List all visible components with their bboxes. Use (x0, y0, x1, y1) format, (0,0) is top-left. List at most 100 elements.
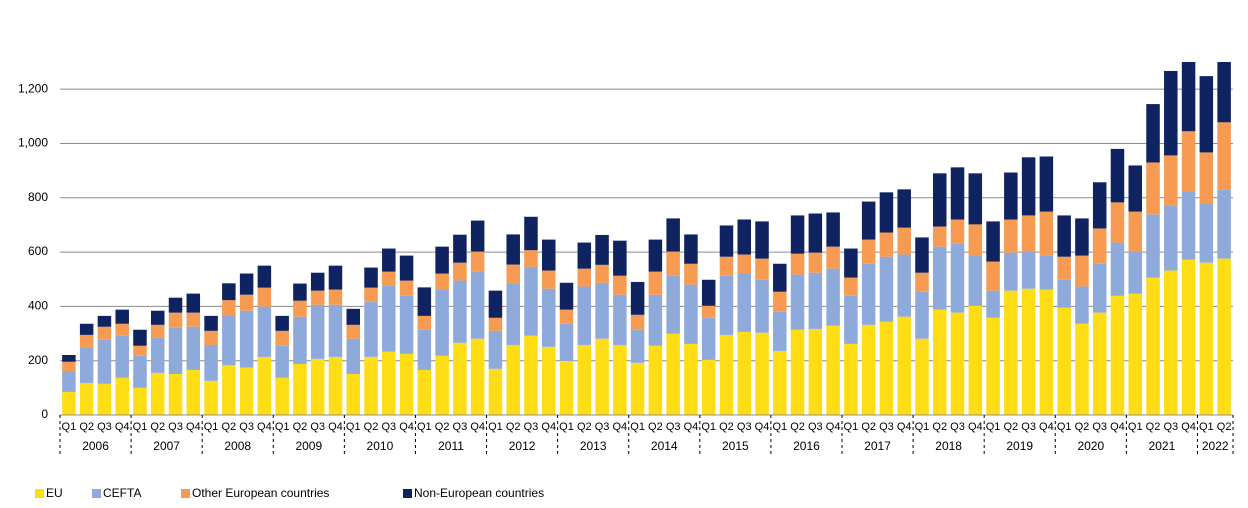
x-tick-label: Q3 (808, 421, 823, 433)
bar-segment (879, 256, 894, 322)
bar-segment (150, 337, 165, 373)
x-tick-label: Q3 (524, 421, 539, 433)
bar-segment (861, 324, 876, 415)
x-tick-label: Q3 (737, 421, 752, 433)
legend-label: EU (46, 486, 63, 500)
bar-segment (1092, 312, 1107, 415)
bar-segment (897, 316, 911, 415)
bar-segment (168, 373, 183, 415)
x-tick-label: Q2 (150, 421, 165, 433)
bar-segment (186, 293, 201, 313)
bar-segment (506, 283, 520, 345)
bar-segment (826, 325, 840, 415)
bar-segment (257, 265, 272, 288)
bar-segment (1181, 191, 1196, 260)
bar-segment (168, 327, 183, 374)
bar-segment (1110, 295, 1125, 415)
bar-segment (382, 248, 396, 272)
bar-segment (666, 251, 680, 276)
year-label: 2020 (1077, 439, 1104, 453)
bar-segment (826, 268, 840, 326)
year-label: 2019 (1006, 439, 1033, 453)
bar-segment (630, 362, 645, 415)
x-tick-label: Q2 (932, 421, 947, 433)
bar-segment (275, 315, 289, 331)
year-label: 2008 (224, 439, 251, 453)
bar-segment (1092, 263, 1107, 313)
bar-segment (844, 295, 858, 344)
year-label: 2009 (295, 439, 322, 453)
bar-segment (97, 326, 112, 340)
bar-segment (239, 367, 254, 415)
x-tick-label: Q1 (915, 421, 930, 433)
bar-segment (293, 283, 307, 301)
bar-segment (701, 359, 716, 415)
bar-segment (1146, 214, 1160, 278)
x-tick-label: Q1 (559, 421, 574, 433)
x-tick-label: Q2 (1146, 421, 1161, 433)
x-tick-label: Q3 (1163, 421, 1178, 433)
bar-segment (613, 344, 627, 415)
bar-segment (559, 282, 574, 310)
bar-segment (950, 219, 965, 244)
bar-segment (666, 333, 680, 415)
bar-segment (133, 329, 147, 346)
bar-segment (1128, 165, 1143, 212)
legend-swatch (403, 489, 412, 498)
bar-segment (62, 361, 76, 372)
bar-segment (844, 248, 858, 278)
bar-segment (559, 323, 574, 361)
bar-segment (97, 339, 112, 384)
x-tick-label: Q3 (595, 421, 610, 433)
bar-segment (648, 239, 663, 272)
bar-segment (1164, 70, 1178, 156)
bar-segment (595, 282, 609, 339)
bar-segment (613, 294, 627, 345)
bar-segment (986, 317, 1000, 415)
bar-segment (506, 264, 520, 284)
bar-segment (719, 225, 734, 257)
bar-segment (968, 224, 983, 256)
bar-segment (968, 255, 983, 306)
bar-segment (222, 315, 236, 366)
year-label: 2011 (438, 439, 464, 453)
x-tick-label: Q1 (346, 421, 361, 433)
bar-segment (239, 310, 254, 368)
bar-segment (950, 312, 965, 415)
x-tick-label: Q3 (950, 421, 965, 433)
bar-segment (453, 342, 467, 415)
x-tick-label: Q1 (772, 421, 787, 433)
bar-segment (986, 261, 1000, 291)
bar-segment (257, 306, 272, 357)
x-tick-label: Q3 (453, 421, 468, 433)
bar-segment (648, 294, 663, 346)
x-tick-label: Q2 (293, 421, 308, 433)
x-tick-label: Q4 (115, 421, 130, 433)
bar-segment (399, 353, 414, 415)
bar-segment (186, 326, 201, 370)
x-tick-label: Q1 (986, 421, 1001, 433)
bar-segment (1110, 148, 1125, 203)
x-tick-label: Q3 (1021, 421, 1036, 433)
bar-segment (310, 272, 325, 291)
bar-segment (364, 301, 378, 357)
bar-segment (524, 250, 538, 267)
year-label: 2006 (82, 439, 109, 453)
bar-segment (382, 271, 396, 286)
bar-segment (648, 271, 663, 295)
year-label: 2016 (793, 439, 820, 453)
bar-segment (773, 311, 787, 351)
bar-segment (737, 219, 752, 255)
bar-segment (310, 358, 325, 415)
bar-segment (1075, 323, 1089, 415)
bar-segment (346, 373, 361, 415)
x-tick-label: Q4 (541, 421, 556, 433)
bar-segment (684, 284, 698, 344)
x-tick-label: Q1 (1199, 421, 1214, 433)
bar-segment (666, 218, 680, 252)
bar-segment (773, 291, 787, 312)
x-tick-label: Q3 (310, 421, 325, 433)
bar-segment (1128, 251, 1143, 294)
bar-segment (186, 369, 201, 415)
bar-segment (435, 355, 449, 415)
